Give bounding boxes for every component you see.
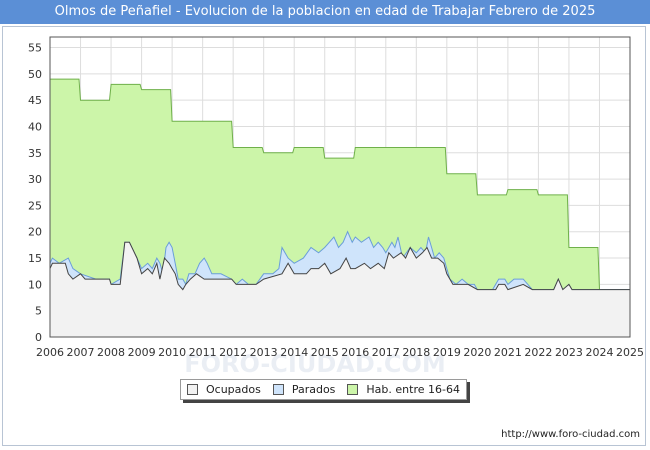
plot-border	[49, 36, 631, 338]
y-tick-label: 35	[28, 147, 42, 160]
x-tick-label: 2010	[158, 346, 186, 359]
y-tick-label: 25	[28, 199, 42, 212]
source-url[interactable]: http://www.foro-ciudad.com	[501, 429, 640, 440]
x-tick-label: 2025	[616, 346, 644, 359]
x-tick-label: 2022	[524, 346, 552, 359]
x-tick-label: 2024	[585, 346, 613, 359]
legend-item-parados: Parados	[272, 383, 336, 396]
legend-label-parados: Parados	[291, 383, 336, 396]
x-tick-label: 2006	[36, 346, 64, 359]
x-tick-label: 2012	[219, 346, 247, 359]
y-tick-label: 15	[28, 252, 42, 265]
legend-label-ocupados: Ocupados	[205, 383, 261, 396]
y-tick-label: 45	[28, 94, 42, 107]
series-areas	[49, 78, 630, 337]
legend-swatch-ocupados	[186, 384, 198, 395]
area-hab-entre-16-64	[50, 79, 630, 337]
y-tick-label: 40	[28, 120, 42, 133]
y-tick-label: 50	[28, 68, 42, 81]
y-tick-label: 10	[28, 278, 42, 291]
x-tick-label: 2016	[341, 346, 369, 359]
chart-frame	[2, 26, 646, 446]
area-ocupados	[50, 242, 630, 337]
x-tick-label: 2007	[67, 346, 95, 359]
legend-swatch-parados	[272, 384, 284, 395]
legend: Ocupados Parados Hab. entre 16-64	[180, 379, 467, 400]
x-tick-label: 2008	[97, 346, 125, 359]
x-tick-label: 2013	[250, 346, 278, 359]
watermark: FORO-CIUDAD.COM	[184, 350, 446, 378]
x-tick-label: 2018	[402, 346, 430, 359]
legend-swatch-habitantes	[347, 384, 359, 395]
x-tick-label: 2009	[128, 346, 156, 359]
chart-title: Olmos de Peñafiel - Evolucion de la pobl…	[0, 0, 650, 24]
x-tick-label: 2011	[189, 346, 217, 359]
y-tick-label: 55	[28, 42, 42, 55]
y-tick-label: 30	[28, 173, 42, 186]
x-tick-label: 2023	[555, 346, 583, 359]
y-tick-label: 20	[28, 226, 42, 239]
line-ocupados	[49, 241, 630, 291]
x-tick-label: 2017	[372, 346, 400, 359]
x-tick-label: 2019	[433, 346, 461, 359]
y-tick-label: 0	[35, 331, 42, 344]
x-tick-label: 2021	[494, 346, 522, 359]
x-tick-label: 2015	[311, 346, 339, 359]
y-tick-label: 5	[35, 305, 42, 318]
line-parados	[49, 230, 630, 291]
legend-item-habitantes: Hab. entre 16-64	[347, 383, 460, 396]
x-tick-label: 2014	[280, 346, 308, 359]
line-hab-entre-16-64	[50, 78, 630, 291]
x-tick-label: 2020	[463, 346, 491, 359]
legend-item-ocupados: Ocupados	[186, 383, 261, 396]
legend-label-habitantes: Hab. entre 16-64	[366, 383, 460, 396]
